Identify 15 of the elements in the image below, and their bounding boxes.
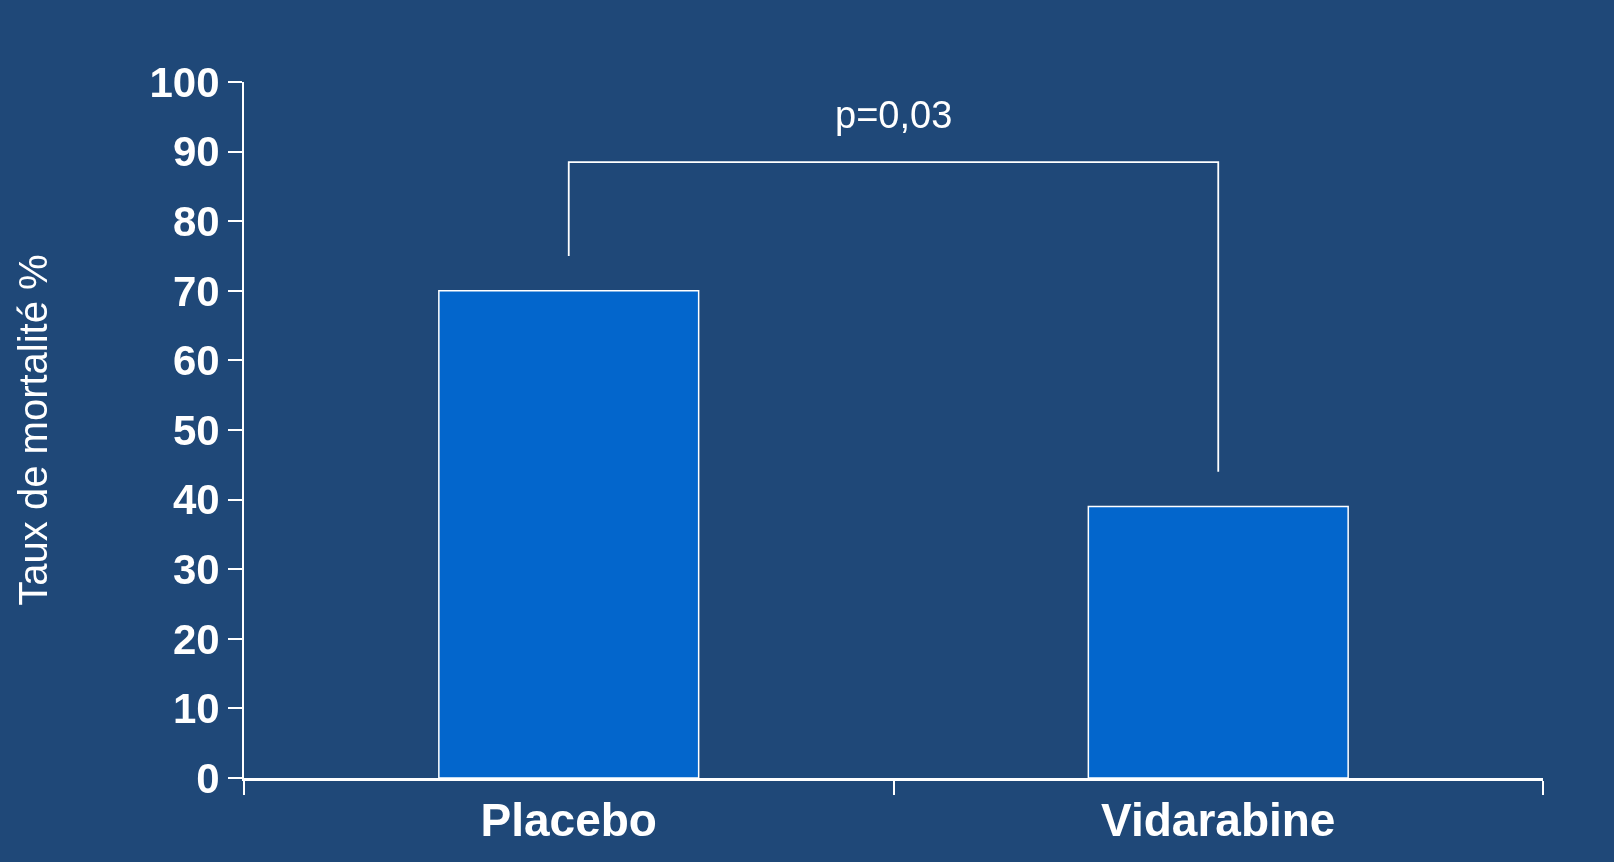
y-tick-label: 90 xyxy=(172,128,220,176)
y-tick-label: 10 xyxy=(172,685,220,733)
y-tick-label: 60 xyxy=(172,337,220,385)
y-tick-label: 40 xyxy=(172,476,220,524)
y-axis-title: Taux de mortalité % xyxy=(10,254,55,606)
x-tick-label: Placebo xyxy=(480,794,657,847)
annotation: p=0,03 xyxy=(835,94,953,136)
x-tick-label: Vidarabine xyxy=(1101,794,1336,847)
y-tick-label: 30 xyxy=(172,545,220,593)
y-tick-label: 80 xyxy=(172,197,220,245)
y-tick-label: 20 xyxy=(172,615,220,663)
y-tick-label: 70 xyxy=(172,267,220,315)
y-tick-label: 50 xyxy=(172,406,220,454)
y-tick-label: 0 xyxy=(196,754,220,802)
y-tick-label: 100 xyxy=(149,58,220,106)
